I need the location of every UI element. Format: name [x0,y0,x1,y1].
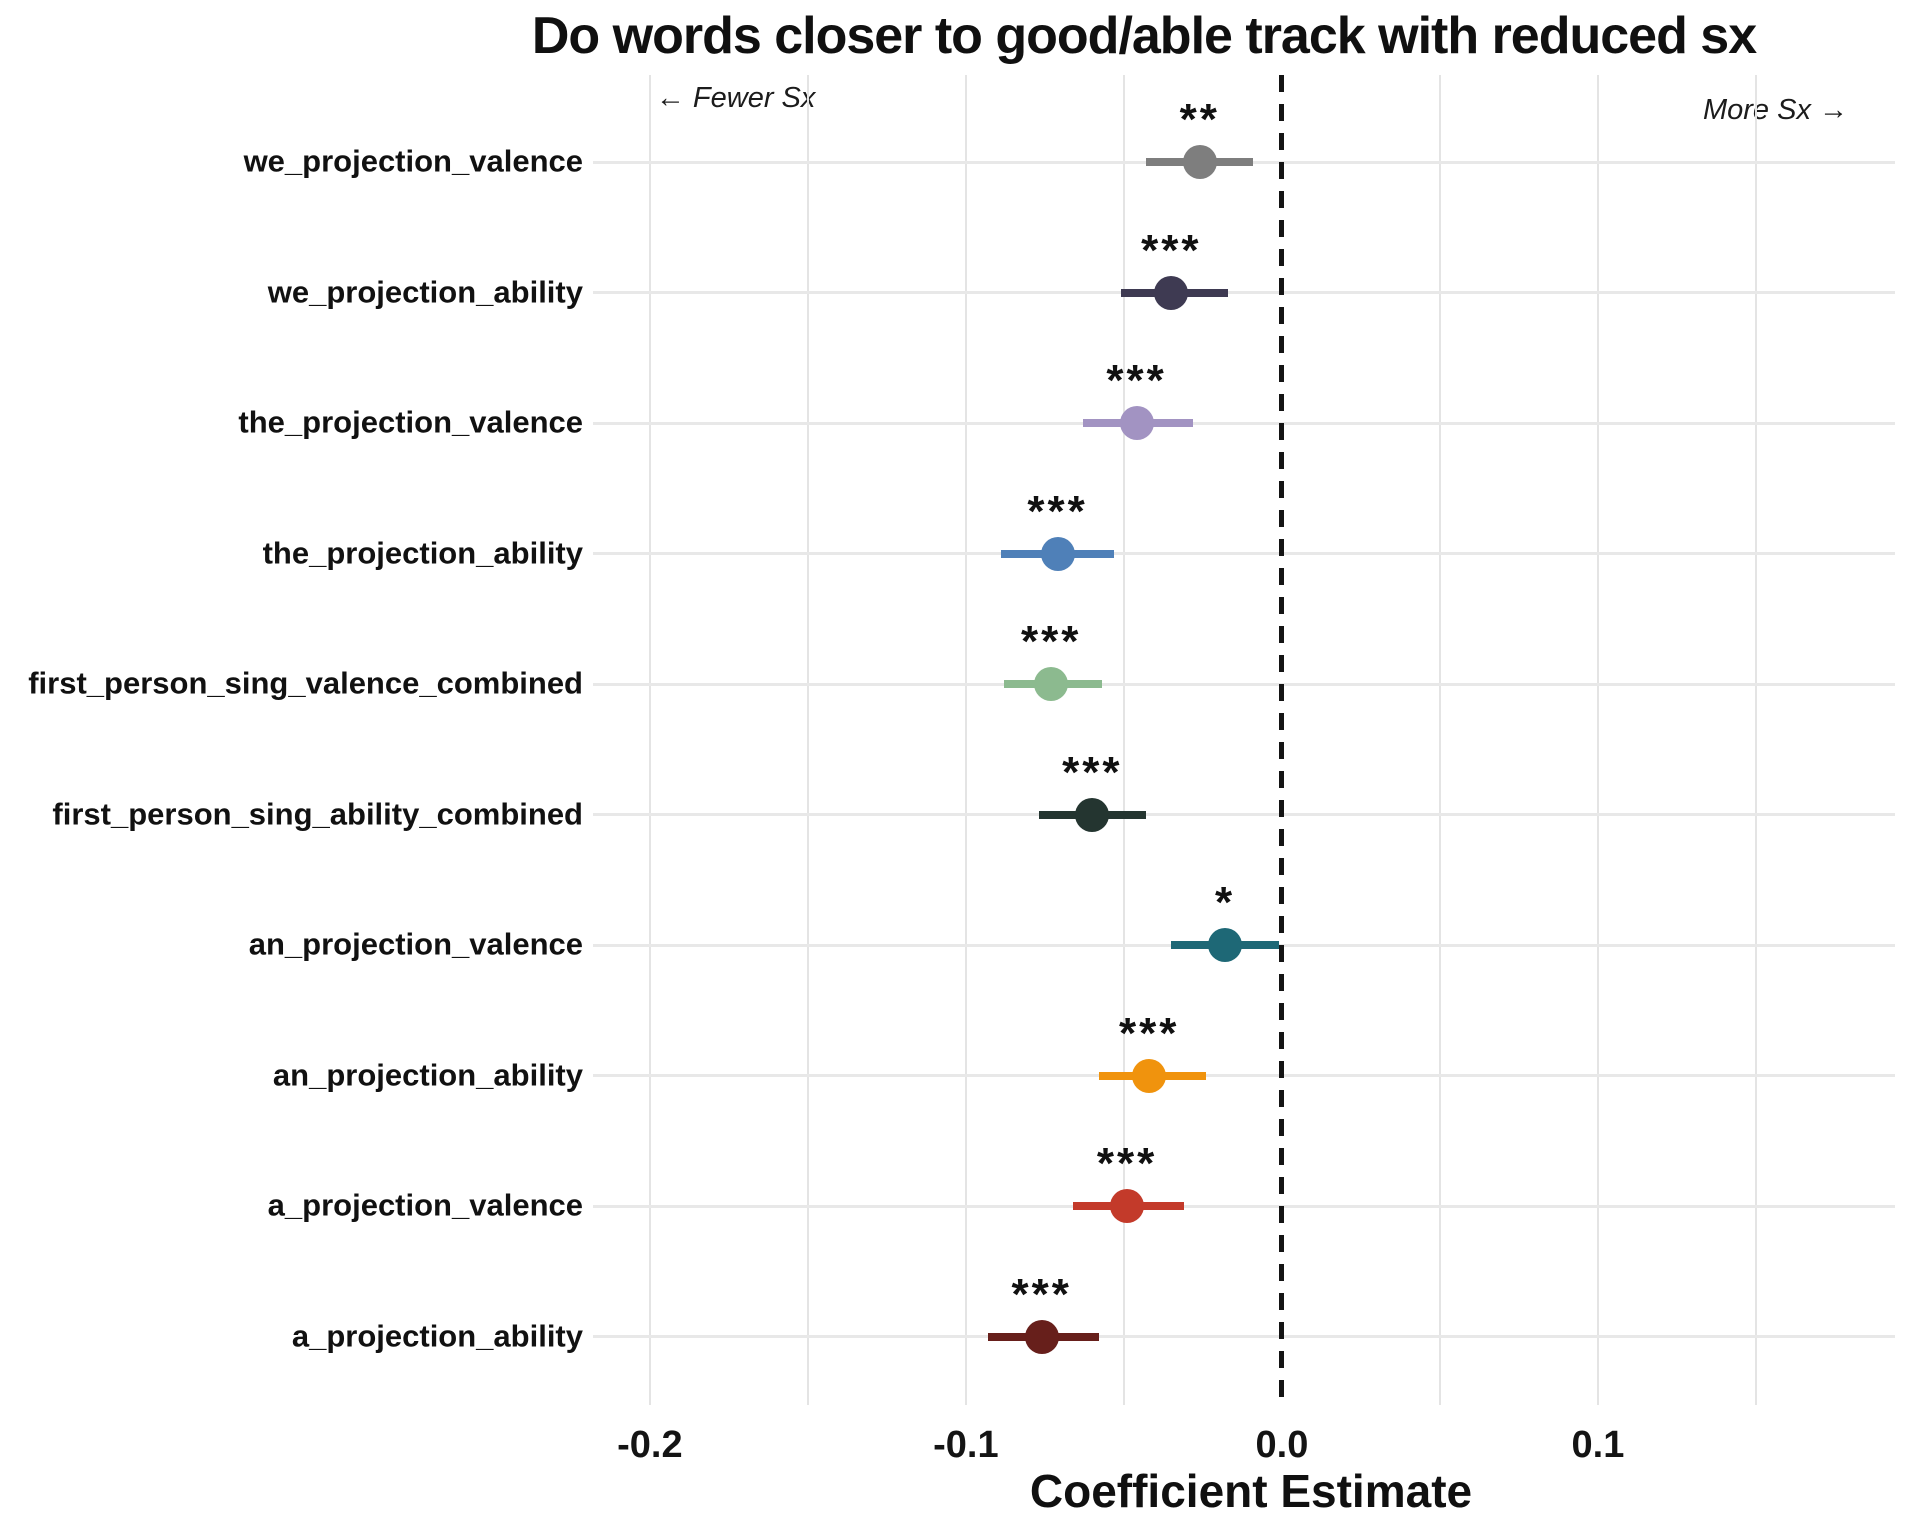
row-gridline [593,1074,1895,1077]
row-label: we_projection_valence [243,143,583,179]
x-tick-label: 0.0 [1255,1424,1309,1466]
point-estimate [1040,536,1075,571]
significance-stars: *** [1119,1008,1180,1058]
vertical-gridline [1754,75,1757,1405]
significance-stars: *** [1021,617,1082,666]
x-tick-label: 0.1 [1571,1424,1625,1466]
point-estimate [1119,406,1154,440]
point-estimate [1034,667,1069,701]
row-label: a_projection_ability [291,1317,583,1353]
vertical-gridline [964,75,967,1405]
zero-reference-line [1279,75,1285,1408]
point-estimate [1110,1189,1145,1223]
point-estimate [1024,1319,1059,1354]
point-estimate [1182,145,1217,179]
row-gridline [593,291,1895,294]
x-tick-label: -0.2 [617,1424,683,1466]
row-label: a_projection_valence [267,1187,583,1223]
vertical-gridline [1438,75,1441,1405]
significance-stars: *** [1011,1269,1072,1319]
row-gridline [593,421,1895,425]
significance-stars: * [1214,878,1236,927]
point-estimate [1154,275,1189,310]
vertical-gridline [806,75,809,1405]
row-gridline [593,1335,1895,1338]
vertical-gridline [1596,75,1599,1405]
row-gridline [593,682,1895,686]
row-label: an_projection_valence [248,926,583,962]
point-estimate [1132,1058,1167,1093]
fewer-sx-annotation: ← Fewer Sx [655,82,816,114]
more-sx-annotation: More Sx → [1702,94,1848,126]
row-gridline [593,1204,1895,1208]
row-gridline [593,813,1895,816]
vertical-gridline [648,75,651,1405]
point-estimate [1208,928,1243,962]
significance-stars: *** [1062,747,1123,797]
row-label: the_projection_valence [238,404,583,440]
significance-stars: *** [1141,225,1202,275]
point-estimate [1075,797,1110,832]
row-label: an_projection_ability [272,1056,583,1092]
significance-stars: ** [1179,95,1220,144]
row-label: first_person_sing_ability_combined [52,795,583,831]
row-label: the_projection_ability [262,534,583,570]
vertical-gridline [1122,75,1125,1405]
x-tick-label: -0.1 [933,1424,999,1466]
row-label: first_person_sing_valence_combined [28,665,583,701]
row-gridline [593,552,1895,555]
row-label: we_projection_ability [267,273,583,309]
significance-stars: *** [1096,1139,1158,1188]
significance-stars: *** [1106,356,1167,405]
significance-stars: *** [1027,486,1088,536]
chart-title: Do words closer to good/able track with … [531,7,1757,65]
x-axis-title: Coefficient Estimate [1029,1465,1473,1517]
